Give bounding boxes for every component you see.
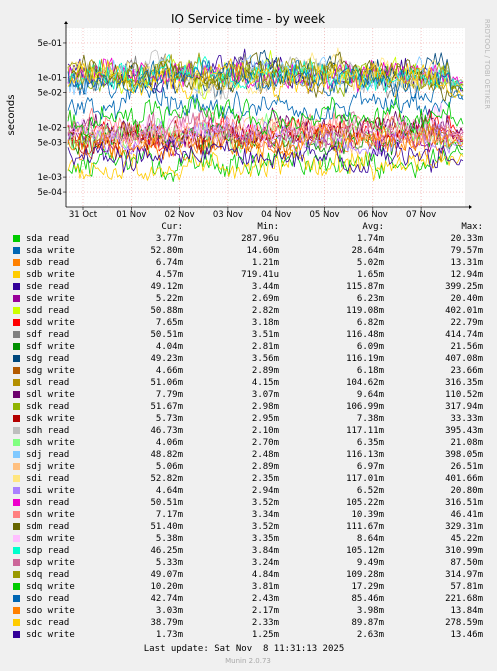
y-axis-arrow [64, 21, 68, 24]
x-tick-label: 03 Nov [213, 210, 243, 220]
munin-version: Munin 2.0.73 [225, 657, 271, 665]
last-update: Last update: Sat Nov 8 11:31:13 2025 [144, 644, 344, 654]
x-tick-label: 06 Nov [358, 210, 388, 220]
y-tick-label: 1e-03 [37, 173, 62, 183]
series-line-sdo-write [67, 122, 464, 161]
x-tick-label: 07 Nov [406, 210, 436, 220]
x-tick-label: 04 Nov [261, 210, 291, 220]
x-tick-label: 31 Oct [69, 210, 98, 220]
x-tick-label: 02 Nov [165, 210, 195, 220]
series-lines [67, 47, 464, 183]
series-line-sdb-write [67, 147, 464, 182]
y-tick-label: 5e-04 [37, 188, 62, 198]
y-tick-label: 5e-03 [37, 138, 62, 148]
y-axis-label: seconds [6, 95, 17, 136]
series-line-sda-read [67, 143, 464, 183]
y-tick-label: 1e-02 [37, 123, 62, 133]
x-tick-label: 01 Nov [116, 210, 146, 220]
axes: 5e-01 1e-01 5e-02 1e-02 5e-03 1e-03 5e-04 31 Oc… [37, 21, 472, 220]
series-line-sdq-write [67, 96, 464, 136]
y-tick-label: 5e-02 [37, 89, 62, 99]
x-axis-arrow [469, 205, 472, 209]
rrdtool-watermark: RRDTOOL / TOBI OETIKER [483, 19, 491, 109]
chart-title: IO Service time - by week [171, 12, 325, 26]
y-tick-label: 5e-01 [37, 39, 62, 49]
series-line-sdq-read [67, 52, 464, 90]
series-line-sdh-write [67, 113, 464, 157]
series-line-sdp-read [67, 54, 464, 93]
series-line-sdc-write [67, 139, 464, 173]
series-line-sdc-read [67, 58, 464, 101]
y-tick-label: 1e-01 [37, 74, 62, 84]
x-tick-label: 05 Nov [309, 210, 339, 220]
